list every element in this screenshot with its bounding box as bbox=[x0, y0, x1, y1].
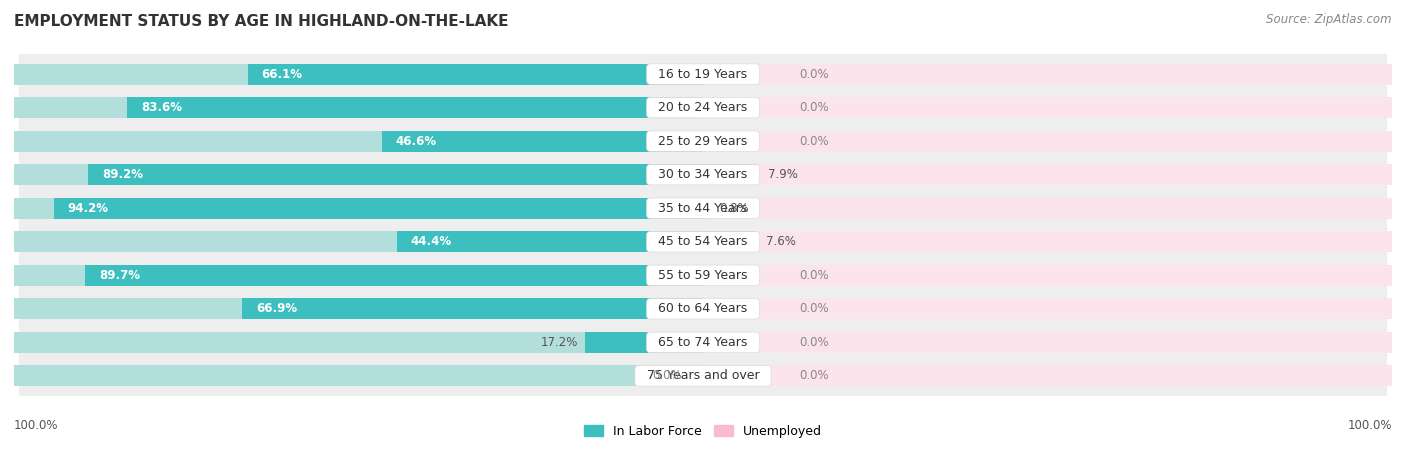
Text: 94.2%: 94.2% bbox=[67, 202, 108, 215]
Text: 0.0%: 0.0% bbox=[652, 369, 682, 382]
Text: 100.0%: 100.0% bbox=[14, 419, 59, 432]
Text: 83.6%: 83.6% bbox=[141, 101, 181, 114]
FancyBboxPatch shape bbox=[18, 252, 1388, 299]
Text: 20 to 24 Years: 20 to 24 Years bbox=[651, 101, 755, 114]
Bar bbox=[242, 298, 703, 319]
Text: 0.0%: 0.0% bbox=[800, 302, 830, 315]
Text: EMPLOYMENT STATUS BY AGE IN HIGHLAND-ON-THE-LAKE: EMPLOYMENT STATUS BY AGE IN HIGHLAND-ON-… bbox=[14, 14, 509, 28]
FancyBboxPatch shape bbox=[18, 50, 1388, 98]
Text: 16 to 19 Years: 16 to 19 Years bbox=[651, 68, 755, 81]
FancyBboxPatch shape bbox=[18, 218, 1388, 266]
Bar bbox=[703, 231, 755, 252]
FancyBboxPatch shape bbox=[18, 84, 1388, 131]
Text: Source: ZipAtlas.com: Source: ZipAtlas.com bbox=[1267, 14, 1392, 27]
Bar bbox=[703, 332, 1392, 353]
Text: 66.9%: 66.9% bbox=[256, 302, 297, 315]
Bar bbox=[14, 131, 703, 152]
FancyBboxPatch shape bbox=[18, 151, 1388, 198]
Bar bbox=[703, 164, 1392, 185]
Text: 44.4%: 44.4% bbox=[411, 235, 451, 248]
Text: 0.0%: 0.0% bbox=[800, 369, 830, 382]
Bar bbox=[127, 97, 703, 118]
Bar bbox=[703, 198, 709, 219]
Bar bbox=[585, 332, 703, 353]
Text: 100.0%: 100.0% bbox=[1347, 419, 1392, 432]
FancyBboxPatch shape bbox=[18, 285, 1388, 333]
FancyBboxPatch shape bbox=[18, 319, 1388, 366]
Text: 60 to 64 Years: 60 to 64 Years bbox=[651, 302, 755, 315]
Text: 17.2%: 17.2% bbox=[540, 336, 578, 349]
Text: 89.2%: 89.2% bbox=[103, 168, 143, 181]
Bar bbox=[382, 131, 703, 152]
Text: 0.0%: 0.0% bbox=[800, 101, 830, 114]
Text: 45 to 54 Years: 45 to 54 Years bbox=[651, 235, 755, 248]
Legend: In Labor Force, Unemployed: In Labor Force, Unemployed bbox=[583, 425, 823, 438]
Bar bbox=[14, 97, 703, 118]
FancyBboxPatch shape bbox=[18, 117, 1388, 165]
Text: 66.1%: 66.1% bbox=[262, 68, 302, 81]
Text: 0.0%: 0.0% bbox=[800, 336, 830, 349]
Text: 65 to 74 Years: 65 to 74 Years bbox=[651, 336, 755, 349]
Bar bbox=[247, 64, 703, 85]
Text: 89.7%: 89.7% bbox=[98, 269, 139, 282]
Text: 0.8%: 0.8% bbox=[718, 202, 748, 215]
Bar bbox=[703, 198, 1392, 219]
Bar bbox=[84, 265, 703, 286]
Bar bbox=[396, 231, 703, 252]
Bar bbox=[14, 332, 703, 353]
Bar bbox=[14, 64, 703, 85]
Bar bbox=[703, 64, 1392, 85]
Bar bbox=[14, 265, 703, 286]
Bar bbox=[703, 231, 1392, 252]
Text: 46.6%: 46.6% bbox=[395, 135, 437, 148]
FancyBboxPatch shape bbox=[18, 184, 1388, 232]
Bar bbox=[703, 97, 1392, 118]
Text: 7.6%: 7.6% bbox=[766, 235, 796, 248]
FancyBboxPatch shape bbox=[18, 352, 1388, 400]
Bar bbox=[14, 298, 703, 319]
Bar bbox=[703, 365, 1392, 386]
Bar bbox=[703, 164, 758, 185]
Bar bbox=[703, 265, 1392, 286]
Text: 0.0%: 0.0% bbox=[800, 68, 830, 81]
Text: 0.0%: 0.0% bbox=[800, 135, 830, 148]
Text: 25 to 29 Years: 25 to 29 Years bbox=[651, 135, 755, 148]
Text: 35 to 44 Years: 35 to 44 Years bbox=[651, 202, 755, 215]
Bar bbox=[53, 198, 703, 219]
Text: 75 Years and over: 75 Years and over bbox=[638, 369, 768, 382]
Bar bbox=[703, 298, 1392, 319]
Text: 30 to 34 Years: 30 to 34 Years bbox=[651, 168, 755, 181]
Text: 7.9%: 7.9% bbox=[768, 168, 797, 181]
Bar bbox=[14, 164, 703, 185]
Bar bbox=[14, 198, 703, 219]
Text: 55 to 59 Years: 55 to 59 Years bbox=[650, 269, 756, 282]
Bar bbox=[89, 164, 703, 185]
Bar bbox=[14, 231, 703, 252]
Text: 0.0%: 0.0% bbox=[800, 269, 830, 282]
Bar bbox=[14, 365, 703, 386]
Bar bbox=[703, 131, 1392, 152]
